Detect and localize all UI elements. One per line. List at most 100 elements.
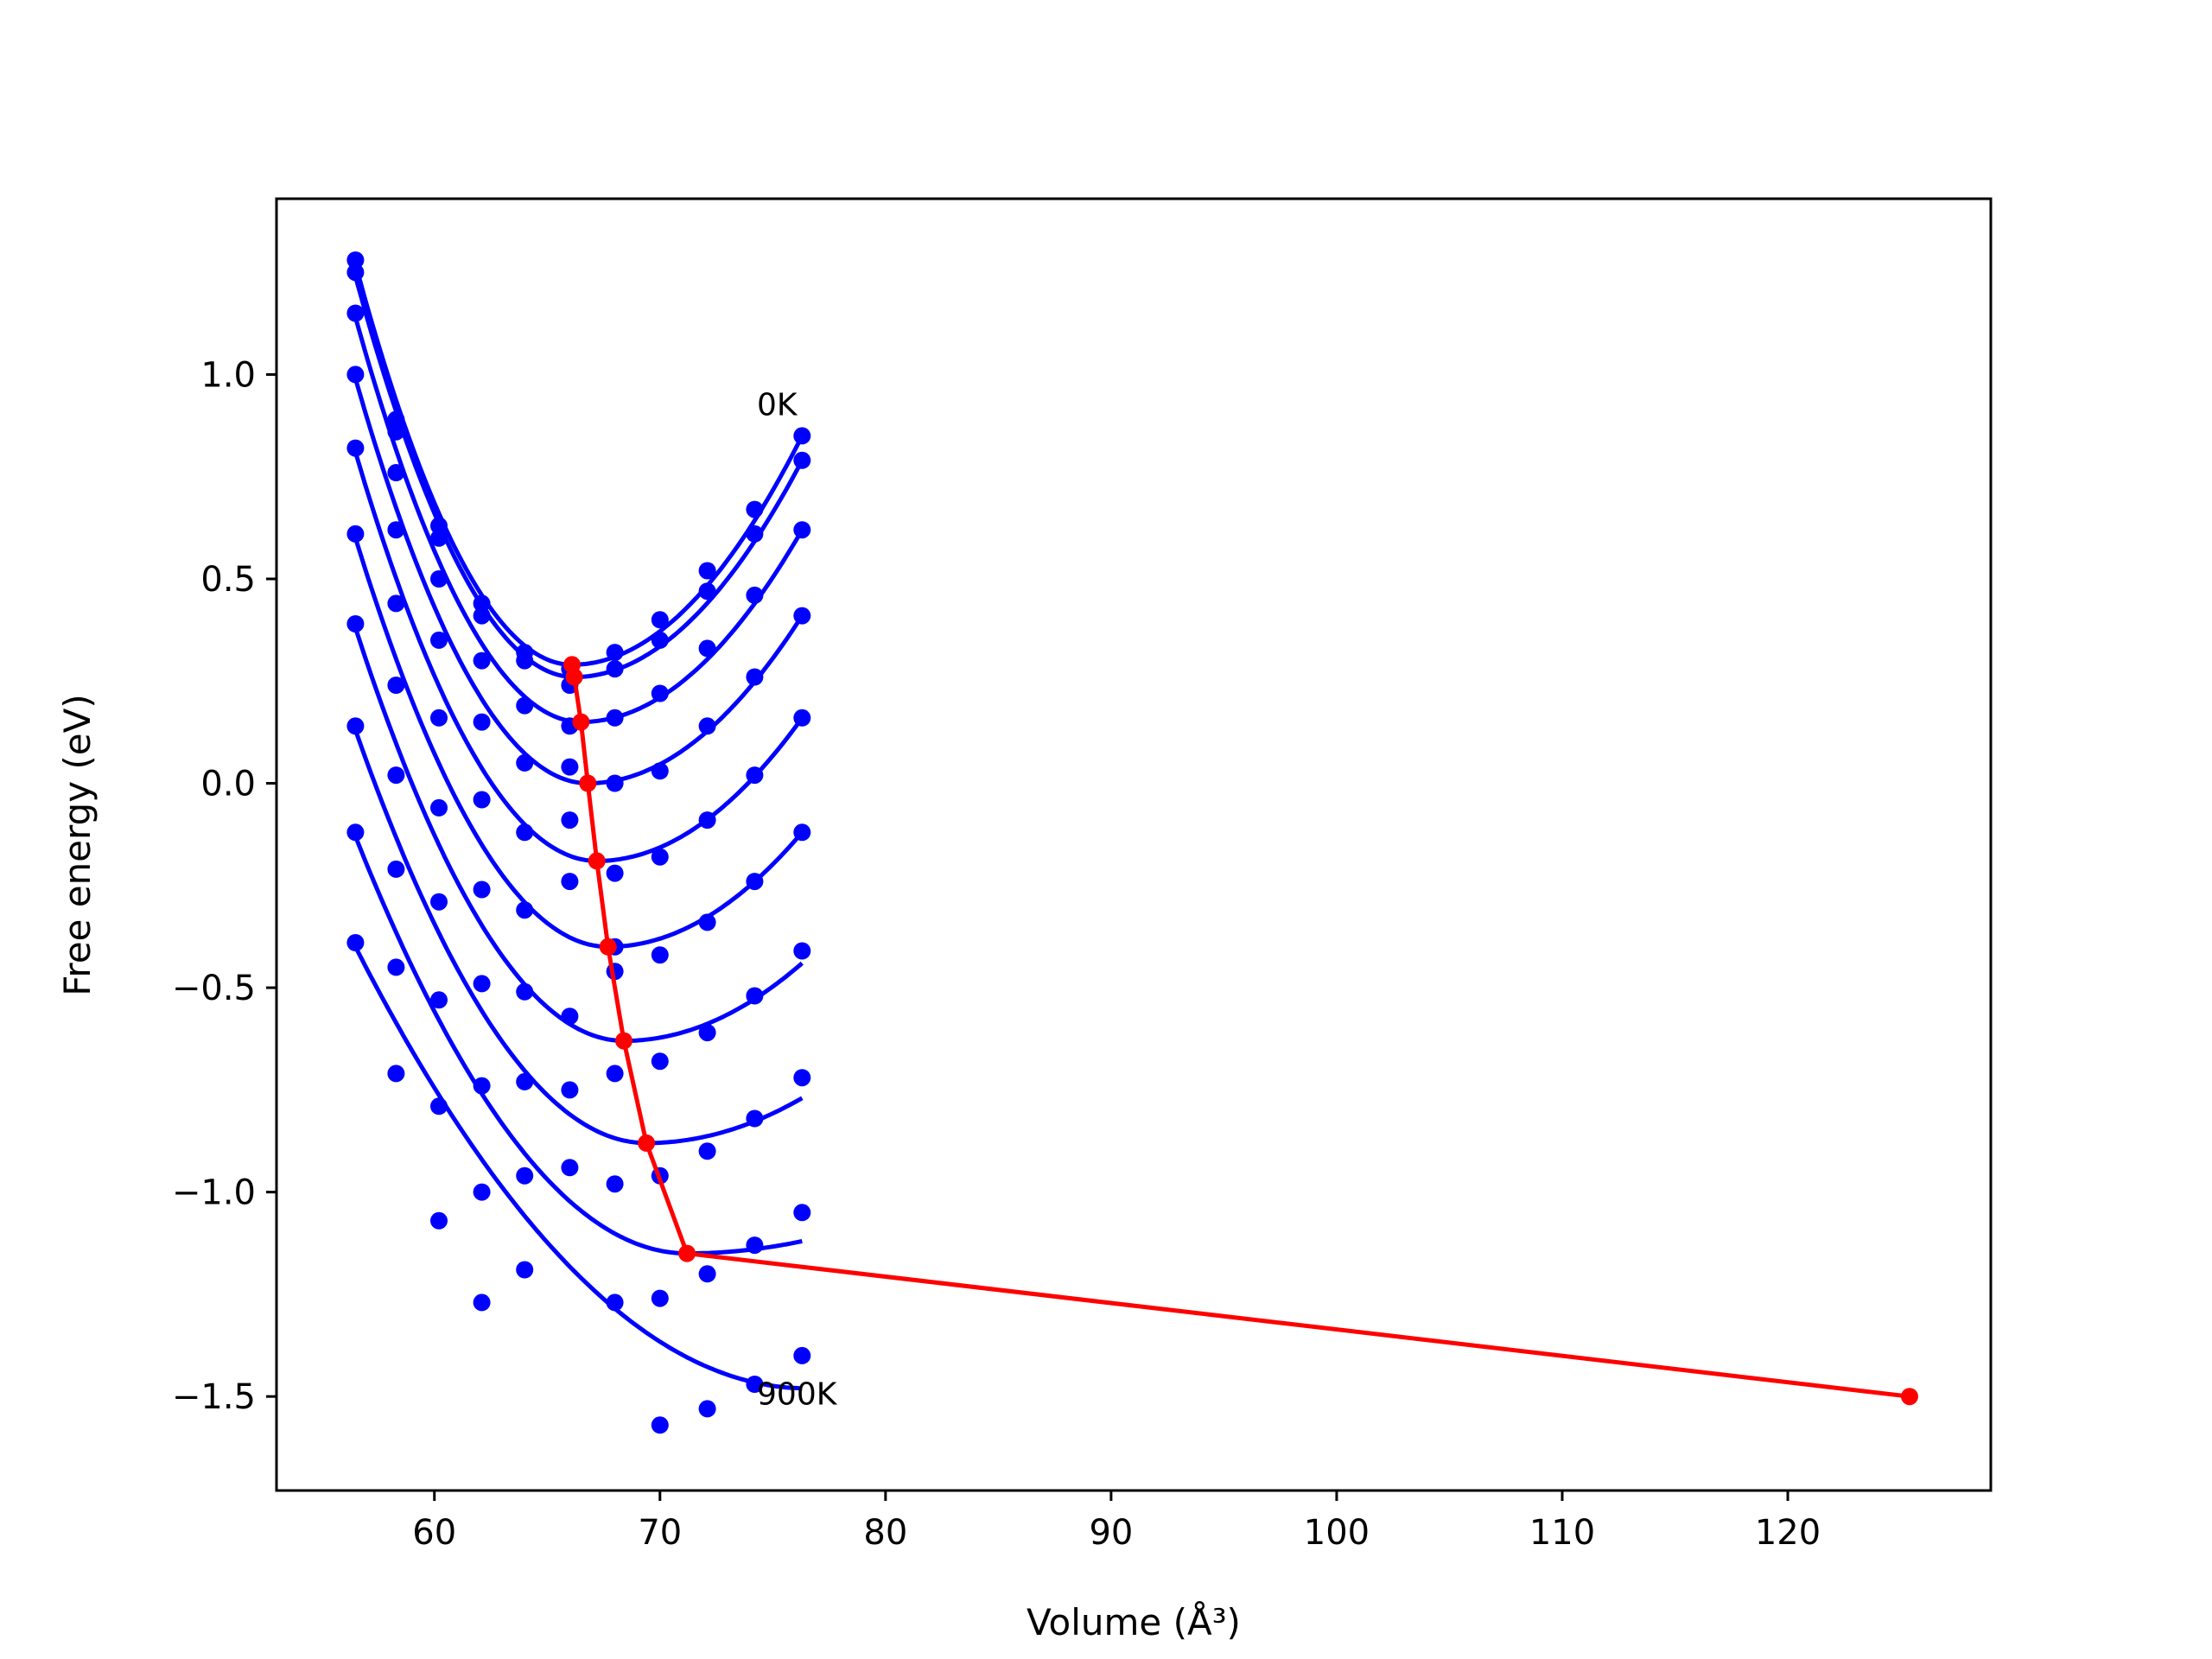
data-point (606, 660, 624, 678)
data-point (793, 1346, 811, 1364)
data-point (746, 668, 764, 686)
data-point (698, 913, 716, 931)
data-point (387, 958, 405, 976)
data-point (346, 717, 365, 735)
fit-curve-10 (353, 945, 803, 1391)
data-point (746, 987, 764, 1005)
data-point (651, 684, 669, 702)
data-point (561, 1159, 579, 1177)
data-point (651, 631, 669, 649)
plot-frame (275, 197, 1993, 1492)
data-point (698, 1400, 716, 1418)
data-point (430, 570, 448, 588)
data-point (561, 758, 579, 776)
data-point (430, 709, 448, 727)
data-point (516, 823, 534, 842)
data-point (746, 524, 764, 543)
y-tick-label: −1.0 (172, 1173, 256, 1213)
minimum-point (565, 668, 583, 686)
data-point (746, 1376, 764, 1393)
minimum-point (638, 1134, 656, 1152)
minimum-point (615, 1032, 632, 1050)
data-point (387, 677, 405, 694)
data-point (387, 521, 405, 539)
data-point (473, 791, 491, 809)
data-point (430, 893, 448, 911)
data-point (473, 594, 491, 613)
data-point (473, 880, 491, 899)
minimum-point (599, 938, 617, 956)
minimum-point (572, 713, 590, 731)
data-point (561, 873, 579, 891)
data-point (516, 753, 534, 772)
data-point (346, 934, 365, 951)
fit-curves (353, 264, 804, 1391)
data-point (430, 991, 448, 1009)
fit-curve-6 (353, 537, 804, 950)
data-point (473, 713, 491, 731)
data-point (793, 607, 811, 625)
data-point (346, 365, 365, 384)
y-axis-ticks: −1.5 −1.0 −0.5 0.0 0.5 1.0 (172, 355, 276, 1417)
data-point (516, 901, 534, 919)
y-tick-label: 0.5 (200, 560, 256, 600)
data-point (606, 709, 624, 727)
data-point (793, 427, 811, 445)
data-point (387, 410, 405, 429)
data-point (606, 1294, 624, 1312)
data-point (473, 1294, 491, 1312)
data-point (606, 1175, 624, 1193)
data-point (430, 1211, 448, 1230)
fit-curve-1 (353, 264, 804, 667)
data-point (387, 860, 405, 878)
data-point (746, 873, 764, 891)
data-point (793, 942, 811, 960)
data-point (516, 1166, 534, 1185)
data-point (793, 1204, 811, 1222)
data-point (698, 811, 716, 830)
data-point (698, 1142, 716, 1160)
data-point (651, 848, 669, 866)
data-point (793, 709, 811, 727)
fit-curve-4 (353, 378, 804, 785)
data-point (473, 1077, 491, 1095)
minimum-point (1901, 1388, 1918, 1406)
x-axis-label: Volume (Å³) (1027, 1600, 1241, 1643)
data-point (473, 1183, 491, 1201)
data-point (746, 500, 764, 518)
minimum-point (579, 774, 597, 792)
data-point (516, 1072, 534, 1090)
minima-line (563, 656, 1918, 1406)
data-point (430, 529, 448, 547)
data-point (698, 562, 716, 580)
data-point (346, 524, 365, 543)
data-point (698, 1024, 716, 1042)
minimum-point (588, 852, 606, 870)
data-point (561, 1081, 579, 1099)
y-tick-label: −1.5 (172, 1377, 256, 1417)
x-tick-label: 90 (1089, 1513, 1133, 1553)
data-point (793, 521, 811, 539)
data-point (651, 611, 669, 629)
data-point (651, 1416, 669, 1434)
x-tick-label: 70 (638, 1513, 682, 1553)
y-tick-label: −0.5 (172, 969, 256, 1008)
x-tick-label: 100 (1304, 1513, 1370, 1553)
data-point (651, 1289, 669, 1307)
data-point (746, 586, 764, 604)
minima-path (569, 664, 1910, 1399)
curve-annotation: 0K (757, 388, 798, 423)
fit-curve-7 (353, 627, 804, 1044)
data-point (516, 652, 534, 670)
x-axis-ticks: 60 70 80 90 100 110 120 (412, 1491, 1821, 1553)
y-axis-label: Free energy (eV) (56, 694, 99, 996)
data-point (746, 766, 764, 785)
data-point (698, 582, 716, 601)
data-points (346, 251, 811, 1434)
data-point (606, 864, 624, 882)
y-tick-label: 1.0 (200, 355, 256, 395)
data-point (651, 1052, 669, 1071)
fit-curve-9 (353, 836, 803, 1256)
data-point (698, 1265, 716, 1283)
